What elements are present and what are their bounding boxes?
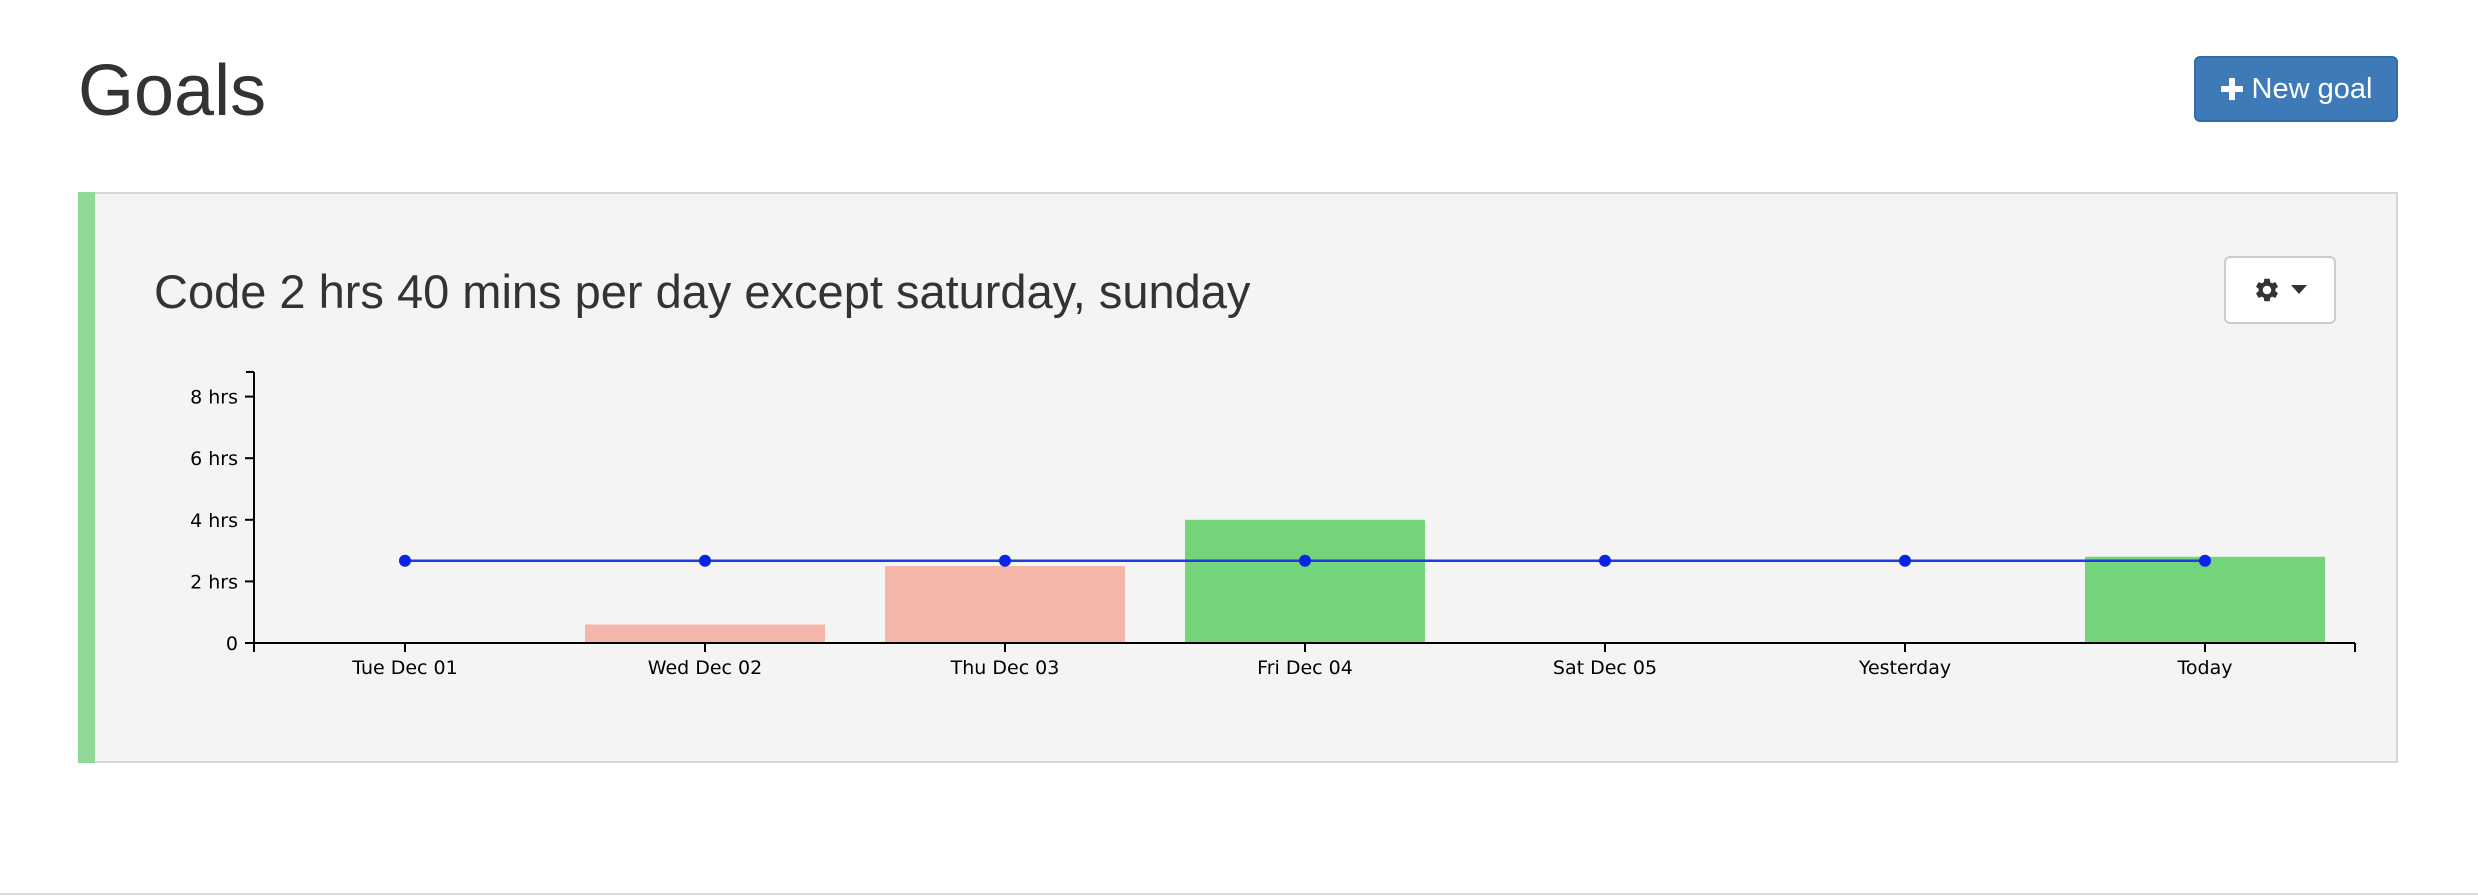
y-tick-label: 2 hrs xyxy=(190,571,238,593)
goal-target-point xyxy=(699,554,711,567)
goal-target-point xyxy=(1299,554,1311,567)
goal-status-stripe xyxy=(78,192,95,763)
x-tick-label: Tue Dec 01 xyxy=(351,657,457,679)
new-goal-button[interactable]: New goal xyxy=(2194,56,2398,122)
goal-target-point xyxy=(2199,554,2211,567)
x-tick-label: Sat Dec 05 xyxy=(1553,657,1657,679)
chart-bar xyxy=(2085,556,2325,643)
goal-target-point xyxy=(1899,554,1911,567)
chart-bar xyxy=(1185,519,1425,643)
chart-bar xyxy=(585,624,825,643)
goal-target-point xyxy=(999,554,1011,567)
x-tick-label: Wed Dec 02 xyxy=(648,657,762,679)
page-divider xyxy=(0,893,2478,895)
gear-icon xyxy=(2256,278,2278,302)
goal-title: Code 2 hrs 40 mins per day except saturd… xyxy=(154,265,1251,318)
goal-target-point xyxy=(1599,554,1611,567)
new-goal-label: New goal xyxy=(2251,72,2373,105)
x-tick-label: Yesterday xyxy=(1858,657,1951,679)
y-tick-label: 4 hrs xyxy=(190,510,238,532)
goal-settings-dropdown[interactable] xyxy=(2224,256,2336,324)
page-title: Goals xyxy=(78,51,267,131)
plus-icon xyxy=(2220,77,2244,101)
goal-target-point xyxy=(399,554,411,567)
y-tick-label: 8 hrs xyxy=(190,387,238,409)
x-tick-label: Fri Dec 04 xyxy=(1257,657,1353,679)
chart-bar xyxy=(885,566,1125,643)
y-tick-label: 6 hrs xyxy=(190,448,238,470)
y-tick-label: 0 xyxy=(226,633,238,655)
x-tick-label: Today xyxy=(2177,657,2233,679)
caret-down-icon xyxy=(2291,285,2307,294)
goal-panel: Code 2 hrs 40 mins per day except saturd… xyxy=(78,192,2398,763)
x-tick-label: Thu Dec 03 xyxy=(950,657,1060,679)
